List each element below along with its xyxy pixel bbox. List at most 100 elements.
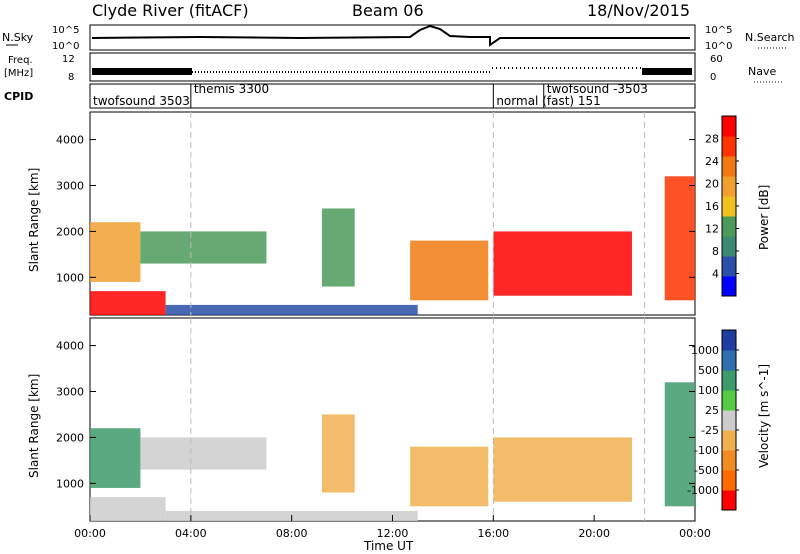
velocity-cells <box>90 382 695 521</box>
colorbar-segment <box>722 156 736 177</box>
colorbar-segment <box>722 430 736 451</box>
colorbar-segment <box>722 176 736 197</box>
data-region <box>90 222 141 282</box>
colorbar-segment <box>722 116 736 137</box>
freq-band-2 <box>642 68 692 75</box>
colorbar-segment <box>722 410 736 431</box>
cpid-panel: CPID twofsound 3503 themis 3300 normal (fa… <box>4 82 696 109</box>
y-tick-label: 2000 <box>56 431 84 444</box>
colorbar-tick-label: 20 <box>705 178 719 191</box>
data-region <box>140 437 267 470</box>
y-tick-label: 4000 <box>56 340 84 353</box>
colorbar-tick-label: 100 <box>698 384 719 397</box>
colorbar-tick-label: 8 <box>712 245 719 258</box>
colorbar-tick-label: -500 <box>694 464 719 477</box>
power-grid <box>190 112 646 315</box>
colorbar-segment <box>722 490 736 511</box>
nsky-tick-bottom-left: 10^0 <box>52 41 79 52</box>
velocity-ylabel: Slant Range [km] <box>27 374 41 478</box>
y-tick-label: 3000 <box>56 179 84 192</box>
date-title: 18/Nov/2015 <box>587 1 690 20</box>
colorbar-segment <box>722 470 736 491</box>
data-region <box>664 176 695 301</box>
data-region <box>321 414 355 493</box>
data-region <box>410 446 489 507</box>
colorbar-frame <box>721 329 737 511</box>
station-title: Clyde River (fitACF) <box>92 1 249 20</box>
nave-tick-top: 60 <box>710 54 723 65</box>
colorbar-segment <box>722 450 736 471</box>
cpid-segment-label: themis 3300 <box>194 82 269 96</box>
colorbar-segment <box>722 236 736 257</box>
cpid-segment-label: normal (fast) 151 <box>496 94 600 108</box>
velocity-grid <box>190 318 646 521</box>
beam-title: Beam 06 <box>352 1 424 20</box>
y-tick-label: 2000 <box>56 225 84 238</box>
velocity-xticks: 00:00 04:00 08:00 12:00 16:00 20:00 00:00 <box>74 515 711 540</box>
x-tick-label: 20:00 <box>578 527 610 540</box>
velocity-yticks: 1000 2000 3000 4000 <box>56 340 695 490</box>
x-tick-label: 00:00 <box>74 527 106 540</box>
data-region <box>90 291 166 315</box>
colorbar-tick-label: -25 <box>701 424 719 437</box>
y-tick-label: 4000 <box>56 134 84 147</box>
freq-panel: Freq. [MHz] 12 8 60 0 Nave <box>4 52 782 83</box>
colorbar-tick-label: 25 <box>705 404 719 417</box>
data-region <box>493 231 632 296</box>
colorbar-tick-label: -100 <box>694 444 719 457</box>
nsky-label: N.Sky <box>2 31 34 44</box>
power-colorbar: 28 24 20 16 12 8 4 <box>705 115 739 297</box>
colorbar-tick-label: 12 <box>705 223 719 236</box>
data-region <box>90 428 141 488</box>
data-region <box>493 437 632 502</box>
colorbar-segment <box>722 350 736 371</box>
nave-label: Nave <box>748 65 776 78</box>
nsearch-label: N.Search <box>745 31 795 44</box>
nsky-panel: N.Sky 10^5 10^0 10^5 10^0 N.Search <box>2 24 795 52</box>
y-tick-label: 1000 <box>56 477 84 490</box>
colorbar-segment <box>722 370 736 391</box>
velocity-colorbar: 1000 500 100 25 -25 -100 -500 -1000 <box>687 329 739 511</box>
power-chart: 1000 2000 3000 4000 Slant Range [km] 28 24 20… <box>27 111 771 316</box>
cpid-segments: twofsound 3503 themis 3300 normal (fast) 1… <box>89 82 648 108</box>
data-region <box>321 208 355 287</box>
power-colorbar-label: Power [dB] <box>757 185 771 250</box>
colorbar-segment <box>722 390 736 411</box>
freq-band-1 <box>92 68 192 75</box>
colorbar-tick-label: -1000 <box>687 484 719 497</box>
colorbar-segment <box>722 136 736 157</box>
colorbar-tick-label: 4 <box>712 268 719 281</box>
colorbar-tick-label: 16 <box>705 200 719 213</box>
power-ylabel: Slant Range [km] <box>27 168 41 272</box>
freq-tick-top: 12 <box>62 54 75 65</box>
colorbar-tick-label: 1000 <box>691 344 719 357</box>
x-tick-label: 16:00 <box>477 527 509 540</box>
colorbar-segment <box>722 196 736 217</box>
x-tick-label: 12:00 <box>377 527 409 540</box>
data-region <box>664 382 695 507</box>
colorbar-tick-label: 500 <box>698 364 719 377</box>
data-region <box>410 240 489 301</box>
velocity-chart: 1000 2000 3000 4000 Slant Range [km] 1000 50… <box>27 317 771 553</box>
y-tick-label: 1000 <box>56 271 84 284</box>
colorbar-segment <box>722 330 736 351</box>
data-region <box>90 497 166 521</box>
freq-tick-bottom: 8 <box>68 72 74 83</box>
data-region <box>140 231 267 264</box>
nsky-frame <box>89 24 696 51</box>
cpid-segment-label: twofsound -3503 <box>547 82 648 96</box>
colorbar-segment <box>722 276 736 297</box>
nave-tick-bottom: 0 <box>710 72 716 83</box>
freq-label-2: [MHz] <box>4 68 33 79</box>
x-tick-label: 08:00 <box>276 527 308 540</box>
nsky-tick-bottom-right: 10^0 <box>705 41 732 52</box>
data-region <box>165 304 418 315</box>
y-tick-label: 3000 <box>56 385 84 398</box>
x-tick-label: 00:00 <box>679 527 711 540</box>
colorbar-tick-label: 28 <box>705 133 719 146</box>
power-cells <box>90 176 695 315</box>
power-yticks: 1000 2000 3000 4000 <box>56 134 695 284</box>
nsky-tick-top-left: 10^5 <box>52 25 79 36</box>
velocity-colorbar-label: Velocity [m s^-1] <box>757 364 771 468</box>
